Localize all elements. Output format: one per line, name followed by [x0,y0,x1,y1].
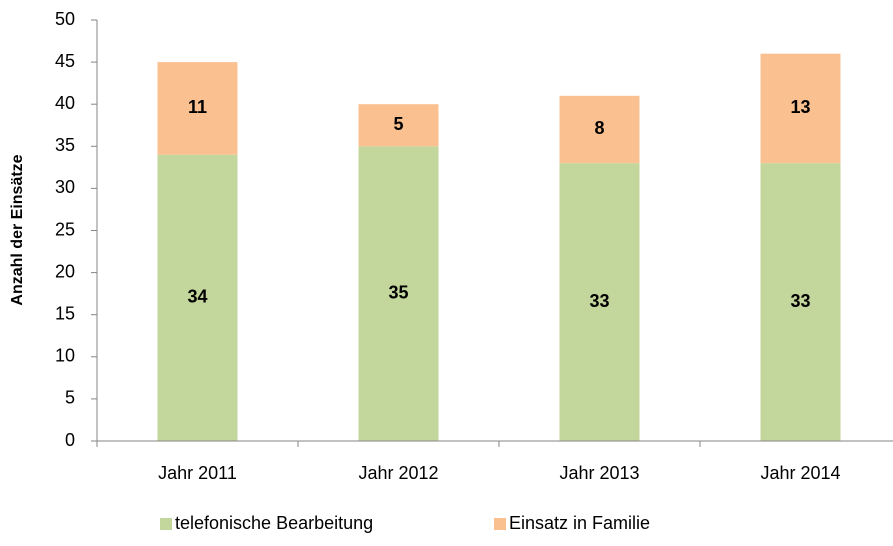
data-label: 11 [188,97,207,117]
y-tick-label: 50 [55,9,75,29]
x-tick-label: Jahr 2012 [358,463,438,483]
data-label: 33 [790,291,810,311]
y-tick-label: 20 [55,261,75,281]
data-label: 8 [594,118,604,138]
x-tick-label: Jahr 2013 [559,463,639,483]
y-axis-label: Anzahl der Einsätze [9,154,26,305]
bar-segment [358,146,439,442]
bar-segment [760,53,841,164]
legend-label: Einsatz in Familie [509,513,650,533]
legend-swatch [494,518,506,530]
y-tick-label: 45 [55,51,75,71]
y-tick-label: 35 [55,135,75,155]
y-tick-label: 40 [55,93,75,113]
data-label: 5 [393,114,403,134]
bar-segment [157,62,238,155]
bar-segment [760,163,841,441]
y-tick-label: 10 [55,346,75,366]
bar-segment [559,95,640,164]
y-tick-label: 15 [55,303,75,323]
y-tick-label: 30 [55,177,75,197]
bar-segment [358,104,439,147]
data-label: 35 [388,282,408,302]
bar-segment [559,163,640,441]
legend-label: telefonische Bearbeitung [175,513,373,533]
data-label: 13 [790,97,810,117]
y-tick-label: 25 [55,219,75,239]
data-label: 33 [589,291,609,311]
bar-segment [157,154,238,441]
legend-swatch [160,518,172,530]
y-tick-label: 5 [65,388,75,408]
x-tick-label: Jahr 2011 [158,463,237,483]
data-label: 34 [187,287,207,307]
y-tick-label: 0 [65,430,75,450]
x-tick-label: Jahr 2014 [760,463,840,483]
